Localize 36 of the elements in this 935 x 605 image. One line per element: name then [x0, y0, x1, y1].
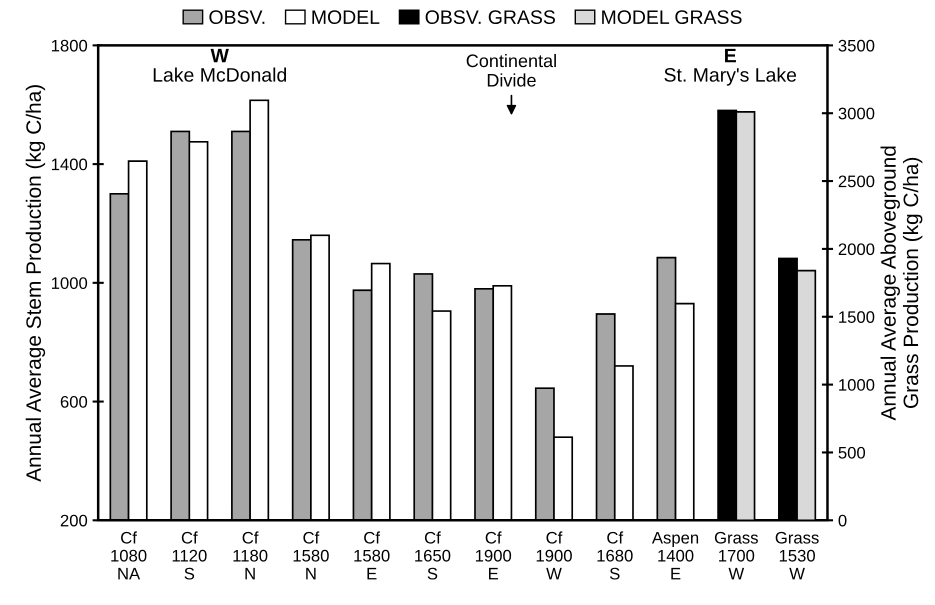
x-tick-label: Cf 1680 S: [597, 531, 633, 580]
annotation: Continental Divide: [466, 54, 556, 87]
y2-tick-label: 3000: [838, 108, 874, 120]
x-tick-label: Cf 1180 N: [233, 531, 268, 580]
x-tick-label: Cf 1650 S: [415, 531, 450, 580]
y-tick-label: 200: [60, 514, 88, 527]
x-tick-label: Cf 1900 W: [536, 531, 572, 580]
legend-label: OBSV. GRASS: [426, 10, 555, 24]
y-axis-title: Annual Average Stem Production (kg C/ha): [26, 85, 46, 482]
x-tick-label: Cf 1900 E: [476, 531, 512, 580]
x-tick-label: Cf 1080 NA: [111, 531, 146, 580]
x-tick-label: Cf 1580 E: [354, 531, 390, 580]
y-tick-label: 1800: [52, 40, 88, 52]
legend-label: OBSV.: [209, 10, 264, 24]
y2-tick-label: 0: [838, 514, 847, 527]
x-tick-label: Grass 1530 W: [776, 532, 819, 580]
legend-label: MODEL: [312, 10, 380, 24]
x-tick-label: Aspen 1400 E: [652, 532, 698, 580]
y2-tick-label: 500: [838, 446, 866, 459]
annotation: St. Mary's Lake: [664, 67, 796, 86]
y2-axis-title: Annual Average Aboveground Grass Production (kg C/ha): [880, 146, 922, 420]
y-tick-label: 1000: [52, 277, 88, 290]
annotation: E: [725, 48, 736, 62]
y-tick-label: 600: [60, 396, 88, 408]
x-tick-label: Grass 1700 W: [714, 532, 758, 580]
y2-tick-label: 3500: [838, 40, 874, 52]
annotation: W: [210, 48, 229, 62]
y2-tick-label: 2000: [838, 243, 874, 256]
legend-label: MODEL GRASS: [602, 10, 742, 24]
y-tick-label: 1400: [52, 158, 88, 170]
y2-tick-label: 2500: [838, 175, 874, 188]
x-tick-label: Cf 1120 S: [172, 531, 207, 580]
x-tick-label: Cf 1580 N: [294, 531, 329, 580]
y2-tick-label: 1000: [839, 379, 874, 391]
y2-tick-label: 1500: [839, 311, 874, 323]
annotation: Lake McDonald: [154, 67, 286, 82]
